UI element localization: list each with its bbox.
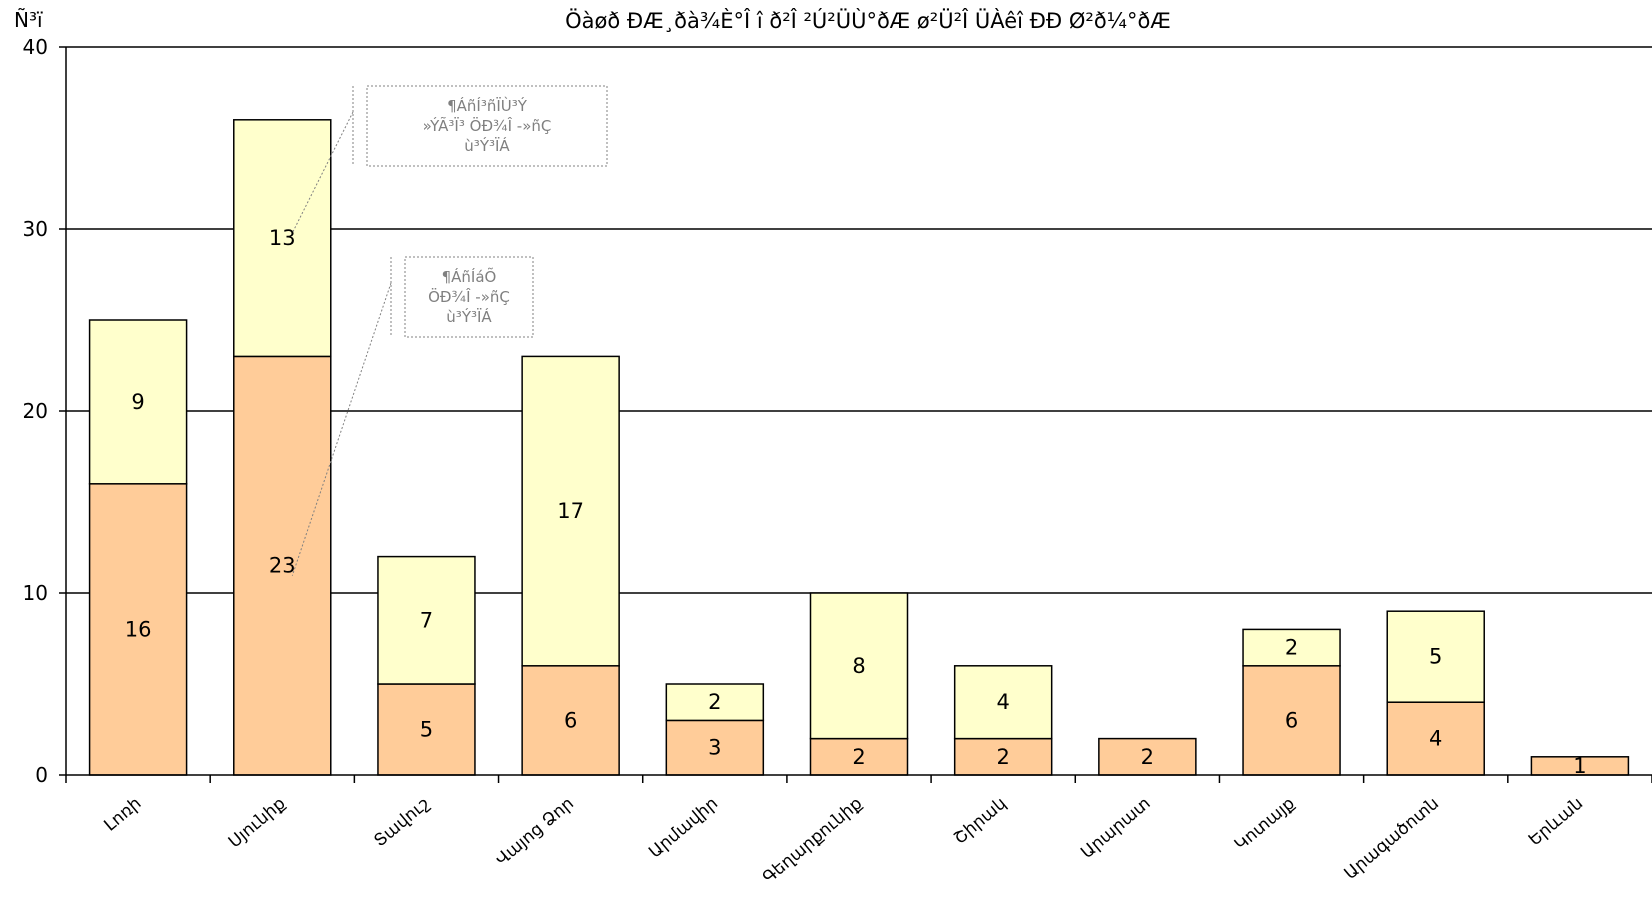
bar-segment-upper <box>1242 628 1341 667</box>
bar-segment-lower <box>1386 701 1485 776</box>
data-label: 2 <box>1285 636 1298 660</box>
annotation-text: »ÝÃ³Ï³ ÖÐ¾Î -»ñÇ <box>423 116 552 135</box>
data-label: 2 <box>852 745 865 769</box>
bar-segment-lower <box>1242 665 1341 776</box>
annotation-text: ¶ÁñÍáÕ <box>442 267 497 286</box>
bar-segment-lower <box>521 665 620 776</box>
bar-segment-lower <box>88 483 188 776</box>
bar-segment-lower <box>665 719 765 776</box>
data-label: 5 <box>420 718 433 742</box>
data-label: 1 <box>1573 754 1586 778</box>
category-label: Գեղարքունիք <box>759 794 866 888</box>
y-tick-label: 30 <box>23 217 48 241</box>
bar-segment-upper <box>233 119 332 358</box>
category-label: Երևան <box>1525 794 1587 851</box>
data-label: 7 <box>420 608 433 632</box>
bar-segment-upper <box>1386 610 1485 703</box>
annotations: ¶ÁñÍ³ñÏÙ³Ý»ÝÃ³Ï³ ÖÐ¾Î -»ñÇù³Ý³ÏÁ¶ÁñÍáÕÖÐ… <box>291 85 608 576</box>
data-label: 6 <box>1285 708 1298 732</box>
bar-segment-lower <box>809 737 909 776</box>
category-label: Վայոց Ձոր <box>492 794 578 871</box>
data-label: 3 <box>708 736 721 760</box>
annotation-leader <box>291 282 392 576</box>
bar-segment-upper <box>88 319 188 485</box>
category-label: Լոռի <box>101 794 146 836</box>
category-label: Սյունիք <box>225 794 290 853</box>
bar-segment-upper <box>809 592 909 740</box>
bar-segment-upper <box>953 665 1053 740</box>
category-label: Կոտայք <box>1231 794 1299 855</box>
data-label: 5 <box>1429 645 1442 669</box>
bar-segment-lower <box>377 683 476 776</box>
data-label: 6 <box>564 708 577 732</box>
category-label: Տավուշ <box>370 794 433 852</box>
data-label: 17 <box>557 499 584 523</box>
data-label: 9 <box>131 390 144 414</box>
annotation-text: ¶ÁñÍ³ñÏÙ³Ý <box>447 96 528 115</box>
data-label: 2 <box>996 745 1009 769</box>
data-label: 2 <box>1141 745 1154 769</box>
category-label: Արարատ <box>1077 794 1154 863</box>
annotation-text: ù³Ý³ÏÁ <box>464 136 510 155</box>
data-label: 4 <box>1429 727 1442 751</box>
data-label: 16 <box>125 617 152 641</box>
bar-segment-upper <box>665 683 765 722</box>
y-tick-label: 20 <box>23 399 48 423</box>
annotation-text: ù³Ý³ÏÁ <box>446 307 492 326</box>
annotation-leader <box>291 111 354 234</box>
annotation-box <box>404 256 534 338</box>
bar-segment-lower <box>1098 737 1197 776</box>
data-label: 8 <box>852 654 865 678</box>
category-label: Արմավիր <box>645 794 722 863</box>
category-label: Արագածոտն <box>1341 794 1443 884</box>
y-axis-label: Ñ³ï <box>14 8 43 32</box>
data-label: 23 <box>269 554 296 578</box>
bars <box>88 119 1630 776</box>
data-label: 2 <box>708 690 721 714</box>
data-label: 13 <box>269 226 296 250</box>
y-tick-label: 10 <box>23 581 48 605</box>
y-tick-label: 0 <box>35 763 48 787</box>
bar-segment-lower <box>233 355 332 776</box>
bar-segment-upper <box>377 555 476 685</box>
chart-title: Öàøð ÐÆ¸ðà¾È°Î î ð²Î ²Ú²ÜÙ°ðÆ ø²Ü²Î ÜÀêî… <box>565 8 1171 33</box>
bar-segment-upper <box>521 355 620 667</box>
data-label: 4 <box>996 690 1009 714</box>
annotation-box <box>366 85 608 167</box>
category-label: Շիրակ <box>950 794 1010 849</box>
axes: 0 10 20 30 40 <box>23 35 1652 787</box>
annotation-text: ÖÐ¾Î -»ñÇ <box>428 287 510 306</box>
y-tick-label: 40 <box>23 35 48 59</box>
